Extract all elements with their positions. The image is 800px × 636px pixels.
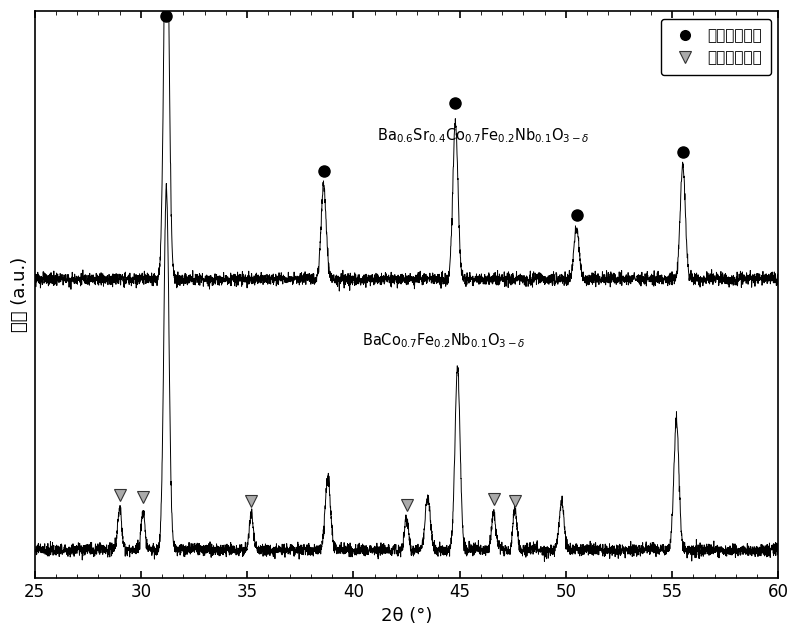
Legend: 立方钓钓矿相, 六方相杂质峰: 立方钓钓矿相, 六方相杂质峰 — [661, 18, 770, 74]
Text: BaCo$_{0.7}$Fe$_{0.2}$Nb$_{0.1}$O$_{3-\delta}$: BaCo$_{0.7}$Fe$_{0.2}$Nb$_{0.1}$O$_{3-\d… — [362, 331, 526, 350]
Text: Ba$_{0.6}$Sr$_{0.4}$Co$_{0.7}$Fe$_{0.2}$Nb$_{0.1}$O$_{3-\delta}$: Ba$_{0.6}$Sr$_{0.4}$Co$_{0.7}$Fe$_{0.2}$… — [377, 127, 590, 145]
X-axis label: 2θ (°): 2θ (°) — [381, 607, 432, 625]
Y-axis label: 强度 (a.u.): 强度 (a.u.) — [11, 257, 29, 333]
